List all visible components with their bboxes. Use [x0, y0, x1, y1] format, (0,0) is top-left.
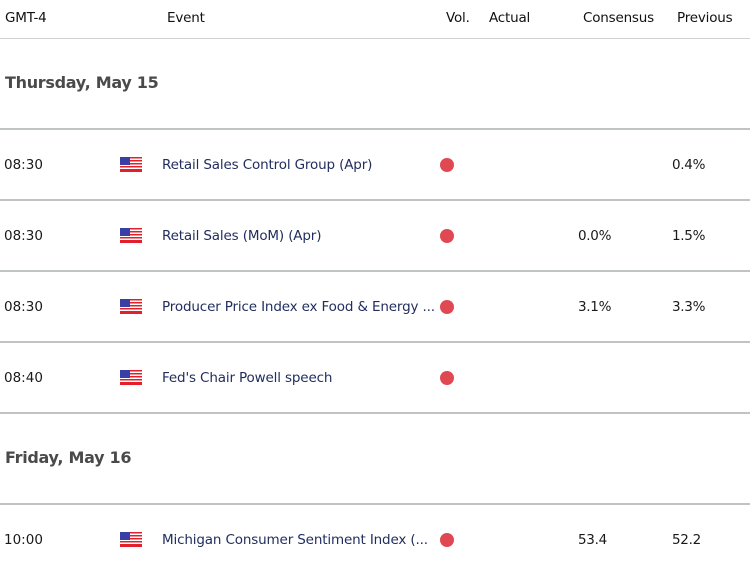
event-time: 08:40: [4, 370, 43, 386]
divider: [0, 199, 750, 201]
event-name[interactable]: Producer Price Index ex Food & Energy ..…: [162, 299, 435, 315]
event-time: 08:30: [4, 299, 43, 315]
previous-value: 0.4%: [672, 157, 706, 173]
event-name[interactable]: Michigan Consumer Sentiment Index (...: [162, 532, 428, 548]
event-header: Event: [167, 10, 205, 26]
table-row[interactable]: 08:30 Producer Price Index ex Food & Ene…: [0, 297, 750, 317]
us-flag-icon: [120, 157, 142, 172]
divider: [0, 341, 750, 343]
consensus-value: 0.0%: [578, 228, 612, 244]
event-name[interactable]: Retail Sales (MoM) (Apr): [162, 228, 322, 244]
high-volatility-icon: [440, 533, 454, 547]
divider: [0, 412, 750, 414]
table-row[interactable]: 08:30 Retail Sales Control Group (Apr) 0…: [0, 155, 750, 175]
event-name[interactable]: Retail Sales Control Group (Apr): [162, 157, 373, 173]
consensus-value: 3.1%: [578, 299, 612, 315]
volatility-header: Vol.: [446, 10, 470, 26]
divider: [0, 128, 750, 130]
us-flag-icon: [120, 299, 142, 314]
high-volatility-icon: [440, 300, 454, 314]
high-volatility-icon: [440, 371, 454, 385]
consensus-value: 53.4: [578, 532, 607, 548]
divider: [0, 503, 750, 505]
event-time: 08:30: [4, 157, 43, 173]
previous-value: 3.3%: [672, 299, 706, 315]
high-volatility-icon: [440, 229, 454, 243]
timezone-header[interactable]: GMT-4: [5, 10, 47, 26]
day-title-friday: Friday, May 16: [5, 448, 132, 467]
header-divider: [0, 38, 750, 39]
day-title-thursday: Thursday, May 15: [5, 73, 159, 92]
table-row[interactable]: 10:00 Michigan Consumer Sentiment Index …: [0, 530, 750, 550]
high-volatility-icon: [440, 158, 454, 172]
table-row[interactable]: 08:30 Retail Sales (MoM) (Apr) 0.0% 1.5%: [0, 226, 750, 246]
us-flag-icon: [120, 532, 142, 547]
divider: [0, 270, 750, 272]
consensus-header: Consensus: [583, 10, 654, 26]
table-row[interactable]: 08:40 Fed's Chair Powell speech: [0, 368, 750, 388]
previous-value: 52.2: [672, 532, 701, 548]
event-time: 08:30: [4, 228, 43, 244]
us-flag-icon: [120, 370, 142, 385]
actual-header: Actual: [489, 10, 531, 26]
event-name[interactable]: Fed's Chair Powell speech: [162, 370, 333, 386]
event-time: 10:00: [4, 532, 43, 548]
previous-header: Previous: [677, 10, 733, 26]
previous-value: 1.5%: [672, 228, 706, 244]
us-flag-icon: [120, 228, 142, 243]
